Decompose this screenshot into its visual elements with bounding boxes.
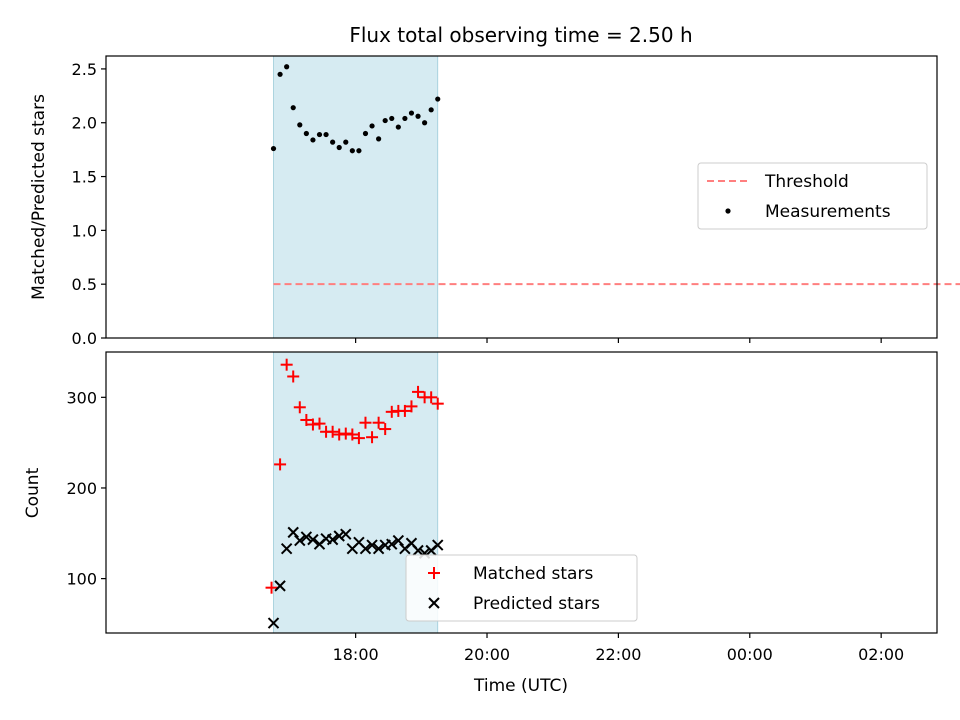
measurements-point <box>277 71 283 77</box>
legend-measurements-label: Measurements <box>765 202 891 222</box>
x-tick-label: 00:00 <box>727 645 773 664</box>
matched-stars-point <box>398 404 411 417</box>
measurements-point <box>422 120 428 126</box>
top-y-tick-label: 1.0 <box>72 221 97 240</box>
matched-stars-point <box>372 416 385 429</box>
matched-stars-point <box>265 581 278 594</box>
measurements-point <box>323 131 329 138</box>
matched-stars-point <box>300 413 313 426</box>
matched-stars-point <box>293 401 306 414</box>
measurements-point <box>343 139 349 145</box>
top-axes-frame <box>105 55 938 339</box>
measurements-point <box>415 113 421 119</box>
predicted-stars-point <box>412 544 424 557</box>
bottom-y-tick-label: 100 <box>66 570 97 589</box>
predicted-stars-point <box>372 542 385 555</box>
predicted-stars-point <box>326 533 339 546</box>
bottom-axes-frame <box>105 351 938 634</box>
legend-measurements-swatch <box>725 208 731 214</box>
predicted-stars-point <box>359 542 372 555</box>
top-legend: Threshold Measurements <box>697 162 928 230</box>
measurements-point <box>336 144 342 151</box>
measurements-point <box>303 130 309 137</box>
measurements-point <box>316 131 323 138</box>
predicted-stars-point <box>366 539 378 551</box>
matched-stars-point <box>379 423 392 436</box>
measurements-point <box>369 123 375 129</box>
matched-stars-point <box>346 428 359 441</box>
measurements-point <box>428 107 434 113</box>
measurements-point <box>376 136 382 142</box>
chart-title: Flux total observing time = 2.50 h <box>349 23 692 47</box>
legend-predicted-label: Predicted stars <box>473 594 600 614</box>
matched-stars-point <box>352 432 365 445</box>
x-tick-label: 20:00 <box>464 645 510 664</box>
matched-stars-point <box>313 417 326 430</box>
bottom-legend-box <box>405 554 638 622</box>
matched-stars-point <box>280 358 293 371</box>
matched-stars-point <box>359 416 372 429</box>
legend-matched-swatch <box>428 567 440 579</box>
matched-stars-point <box>366 431 379 444</box>
bottom-panel: 100 200 300 18:00 20:00 22:00 00:00 02:00 Coun… <box>23 351 938 664</box>
matched-stars-point <box>274 458 287 471</box>
bottom-y-tick-label: 200 <box>66 479 97 498</box>
predicted-stars-point <box>280 542 293 555</box>
bottom-y-tick-label: 300 <box>66 388 97 407</box>
x-axis-label: Time (UTC) <box>473 676 568 696</box>
measurements-point <box>310 137 316 143</box>
legend-matched-label: Matched stars <box>473 564 593 584</box>
measurements-point <box>362 130 369 137</box>
measurements-point <box>435 96 441 102</box>
top-y-tick-label: 1.5 <box>72 168 97 187</box>
top-y-axis-label: Matched/Predicted stars <box>29 94 49 300</box>
predicted-stars-point <box>287 526 299 539</box>
measurements-point <box>356 148 362 154</box>
x-tick-label: 18:00 <box>333 645 379 664</box>
measurements-point <box>349 148 355 154</box>
predicted-stars-point <box>300 531 313 543</box>
top-shaded-interval <box>273 55 439 339</box>
matched-stars-point <box>326 425 339 438</box>
legend-threshold-label: Threshold <box>764 172 849 192</box>
predicted-stars-point <box>432 539 444 551</box>
predicted-stars-point <box>274 580 286 592</box>
legend-predicted-swatch <box>428 597 440 609</box>
matched-stars-point <box>425 391 438 404</box>
measurements-point <box>270 145 277 152</box>
measurements-point <box>290 105 296 111</box>
x-tick-label: 02:00 <box>858 645 904 664</box>
top-y-tick-label: 0.0 <box>72 329 97 348</box>
matched-stars-point <box>287 370 300 383</box>
top-y-tick-label: 2.5 <box>72 60 97 79</box>
measurements-point <box>382 117 388 124</box>
predicted-stars-point <box>333 530 345 542</box>
matched-stars-point <box>405 400 418 413</box>
matched-stars-point <box>412 385 425 398</box>
predicted-stars-point <box>392 534 405 547</box>
bottom-legend: Matched stars Predicted stars <box>405 554 638 622</box>
predicted-stars-point <box>294 534 306 547</box>
matched-stars-point <box>431 397 444 410</box>
x-tick-label: 22:00 <box>595 645 641 664</box>
bottom-y-axis-label: Count <box>23 467 43 518</box>
predicted-stars-point <box>267 617 280 629</box>
measurements-point <box>389 115 395 122</box>
predicted-stars-point <box>307 533 319 546</box>
measurements-point <box>395 124 401 130</box>
measurements-point <box>297 122 303 128</box>
top-y-tick-label: 2.0 <box>72 114 97 133</box>
measurements-point <box>402 115 408 122</box>
top-panel: 0.0 0.5 1.0 1.5 2.0 2.5 Matched/Predicted sta… <box>29 55 960 348</box>
predicted-stars-point <box>386 538 398 550</box>
top-y-tick-label: 0.5 <box>72 275 97 294</box>
top-legend-box <box>697 162 928 230</box>
predicted-stars-point <box>340 528 352 540</box>
measurements-point <box>284 64 290 70</box>
measurements-point <box>408 110 415 116</box>
measurements-point <box>330 139 336 145</box>
